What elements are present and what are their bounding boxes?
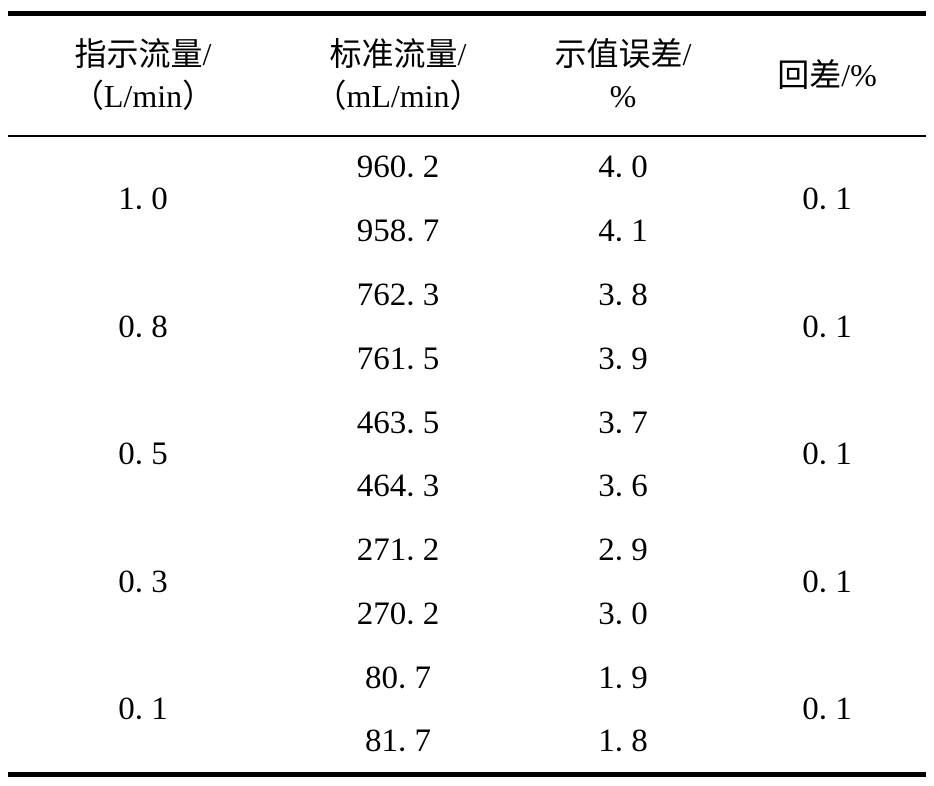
cell-indication-error: 4. 0 [598,149,648,186]
cell-standard-flow: 762. 3 [356,276,440,313]
cell-indication-error: 3. 0 [598,596,648,633]
cell-standard-flow: 464. 3 [356,468,440,505]
header-cell-indicated-flow: 指示流量/ （L/min） [8,14,278,136]
table-row: 270. 2 3. 0 [8,583,926,647]
cell-hysteresis: 0. 1 [802,181,852,218]
cell-standard-flow: 271. 2 [356,532,440,569]
cell-indicated-flow: 0. 1 [118,690,168,727]
cell-standard-flow: 81. 7 [365,722,431,759]
header-cell-indication-error: 示值误差/ % [518,14,728,136]
cell-hysteresis: 0. 1 [802,690,852,727]
cell-indicated-flow: 0. 3 [118,564,168,601]
table-row: 0. 1 80. 7 1. 9 0. 1 [8,647,926,727]
table-row: 81. 7 1. 8 [8,711,926,775]
cell-indication-error: 1. 8 [598,722,648,759]
cell-standard-flow: 463. 5 [356,404,440,441]
table-row: 464. 3 3. 6 [8,455,926,519]
header-hysteresis-line1: 回差/% [777,57,877,94]
header-indication-error-line2: % [609,78,637,115]
header-cell-hysteresis: 回差/% [728,14,926,136]
table-row: 761. 5 3. 9 [8,327,926,391]
cell-indicated-flow: 0. 8 [118,308,168,345]
cell-indication-error: 4. 1 [598,212,648,249]
table-header: 指示流量/ （L/min） 标准流量/ （mL/min） 示值误差/ % 回差/… [8,14,926,136]
cell-standard-flow: 80. 7 [365,660,431,697]
table-body: 1. 0 960. 2 4. 0 0. 1 958. 7 4. 1 0. 8 7… [8,136,926,775]
cell-standard-flow: 958. 7 [356,212,440,249]
cell-indication-error: 3. 7 [598,404,648,441]
table-row: 958. 7 4. 1 [8,199,926,263]
header-standard-flow-line1: 标准流量/ [329,36,467,73]
header-indication-error-line1: 示值误差/ [554,36,692,73]
cell-indication-error: 3. 9 [598,340,648,377]
cell-standard-flow: 960. 2 [356,149,440,186]
cell-standard-flow: 270. 2 [356,596,440,633]
cell-indicated-flow: 0. 5 [118,436,168,473]
table-row: 0. 8 762. 3 3. 8 0. 1 [8,263,926,345]
cell-indication-error: 3. 6 [598,468,648,505]
header-indicated-flow-line2: （L/min） [71,78,215,115]
header-row: 指示流量/ （L/min） 标准流量/ （mL/min） 示值误差/ % 回差/… [8,14,926,136]
table-row: 1. 0 960. 2 4. 0 0. 1 [8,136,926,217]
cell-indication-error: 2. 9 [598,532,648,569]
table-row: 0. 5 463. 5 3. 7 0. 1 [8,391,926,473]
table-row: 0. 3 271. 2 2. 9 0. 1 [8,519,926,600]
cell-indicated-flow: 1. 0 [118,181,168,218]
header-indicated-flow-line1: 指示流量/ [74,36,212,73]
header-standard-flow-line2: （mL/min） [314,78,482,115]
cell-standard-flow: 761. 5 [356,340,440,377]
cell-hysteresis: 0. 1 [802,308,852,345]
header-cell-standard-flow: 标准流量/ （mL/min） [278,14,518,136]
cell-hysteresis: 0. 1 [802,564,852,601]
cell-indication-error: 1. 9 [598,660,648,697]
flow-calibration-table: 指示流量/ （L/min） 标准流量/ （mL/min） 示值误差/ % 回差/… [8,11,926,777]
cell-indication-error: 3. 8 [598,276,648,313]
cell-hysteresis: 0. 1 [802,436,852,473]
